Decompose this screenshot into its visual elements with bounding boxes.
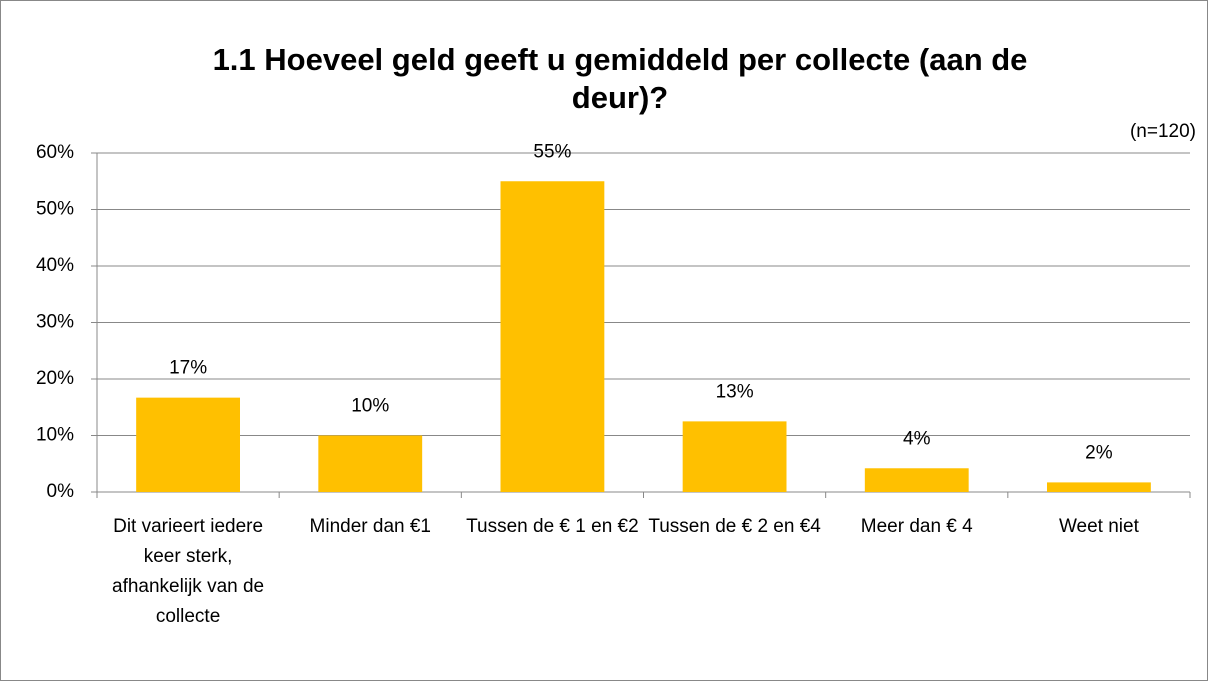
y-tick-label: 40% bbox=[36, 255, 74, 276]
value-label: 55% bbox=[533, 141, 571, 162]
value-label: 17% bbox=[169, 358, 207, 379]
y-tick-label: 0% bbox=[47, 481, 75, 502]
bar bbox=[682, 421, 787, 492]
x-tick-label: Tussen de € 2 en €4 bbox=[648, 516, 821, 537]
x-tick-label: Meer dan € 4 bbox=[861, 516, 973, 537]
value-label: 10% bbox=[351, 396, 389, 417]
bar bbox=[318, 435, 423, 492]
value-label: 2% bbox=[1085, 442, 1113, 463]
y-tick-label: 30% bbox=[36, 312, 74, 333]
value-label: 4% bbox=[903, 428, 931, 449]
chart-title: 1.1 Hoeveel geld geeft u gemiddeld per c… bbox=[213, 42, 1028, 115]
x-tick-label: Weet niet bbox=[1059, 516, 1140, 537]
value-label: 13% bbox=[716, 381, 754, 402]
bar bbox=[136, 397, 241, 492]
x-tick-label: Tussen de € 1 en €2 bbox=[466, 516, 639, 537]
bar bbox=[1046, 482, 1151, 492]
bar bbox=[864, 468, 969, 492]
y-tick-label: 60% bbox=[36, 142, 74, 163]
y-tick-label: 20% bbox=[36, 368, 74, 389]
y-tick-label: 10% bbox=[36, 425, 74, 446]
y-tick-label: 50% bbox=[36, 199, 74, 220]
x-tick-label: Minder dan €1 bbox=[310, 516, 431, 537]
x-tick-label: Dit varieert iedere keer sterk, afhankelij… bbox=[112, 516, 264, 627]
chart-subtitle: (n=120) bbox=[1130, 121, 1196, 142]
bar bbox=[500, 181, 605, 492]
